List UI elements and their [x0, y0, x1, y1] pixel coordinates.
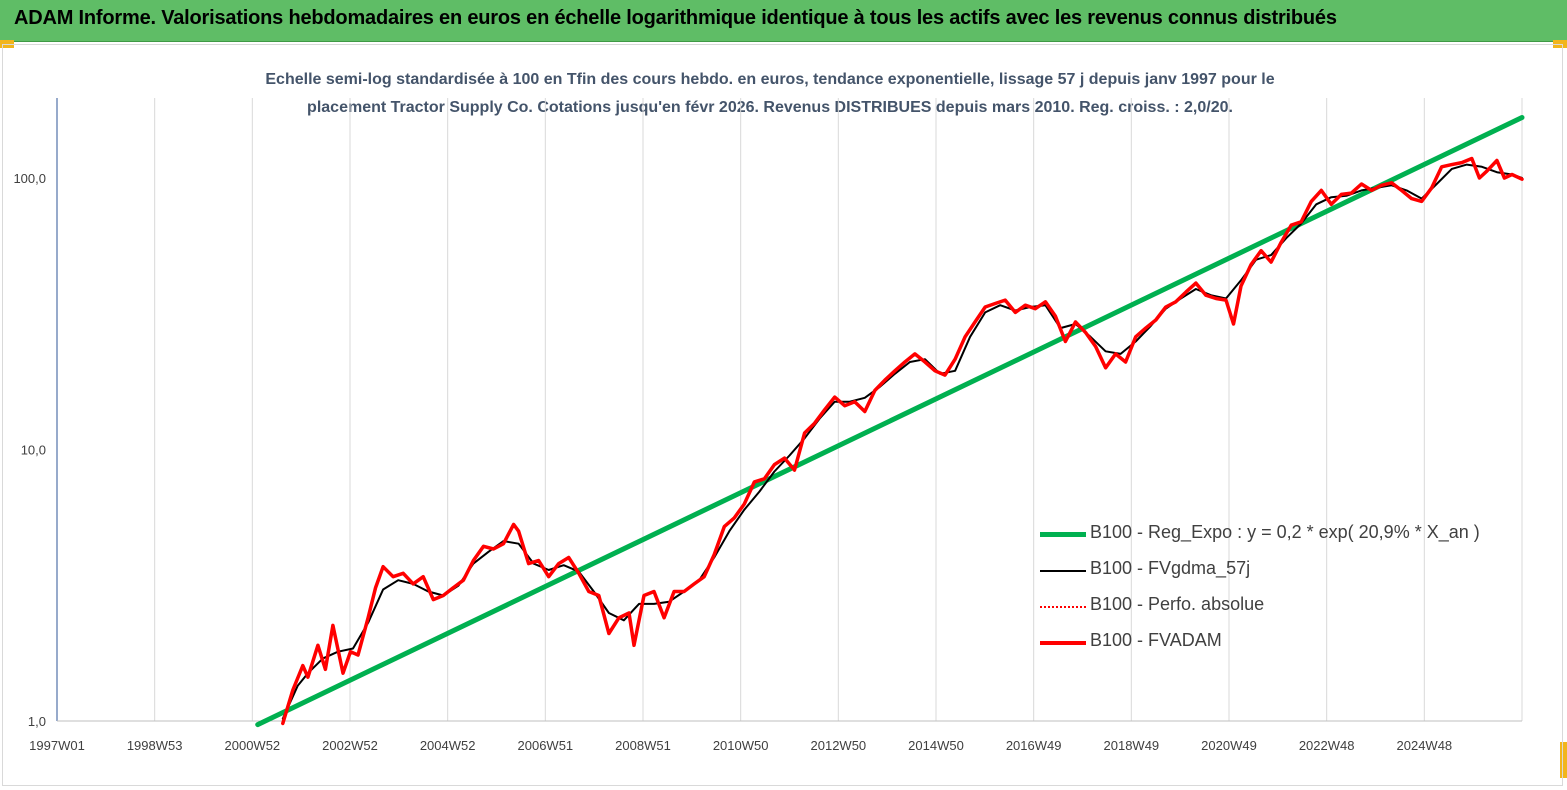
x-tick-label: 2004W52 [420, 738, 476, 753]
series-line-1 [281, 163, 1523, 720]
legend-swatch-red-dotted-line [1040, 606, 1086, 608]
chart-subtitle-line-2: placement Tractor Supply Co. Cotations j… [307, 99, 1233, 116]
legend-label-perfo-absolue: B100 - Perfo. absolue [1090, 594, 1265, 614]
chart-subtitle-line-1: Echelle semi-log standardisée à 100 en T… [265, 71, 1275, 88]
x-tick-label: 2006W51 [518, 738, 574, 753]
y-tick-label: 100,0 [13, 171, 46, 186]
x-tick-label: 2000W52 [225, 738, 281, 753]
report-title: ADAM Informe. Valorisations hebdomadaire… [14, 7, 1337, 29]
y-tick-label: 10,0 [21, 443, 46, 458]
x-tick-label: 2024W48 [1397, 738, 1453, 753]
legend-swatch-red-line [1040, 641, 1086, 645]
legend-label-fvgdma: B100 - FVgdma_57j [1090, 558, 1251, 578]
x-tick-label: 2012W50 [811, 738, 867, 753]
x-tick-label: 2018W49 [1104, 738, 1160, 753]
chart-frame [2, 44, 1563, 786]
y-tick-labels: 1,0 10,0 100,0 [13, 171, 46, 729]
x-tick-label: 2020W49 [1201, 738, 1257, 753]
x-tick-label: 1997W01 [29, 738, 85, 753]
vertical-gridlines [154, 98, 1523, 721]
series-line-0 [255, 115, 1525, 728]
x-tick-label: 1998W53 [127, 738, 183, 753]
corner-marker-bottom-right [1560, 742, 1567, 778]
legend-label-fvadam: B100 - FVADAM [1090, 630, 1222, 650]
x-tick-label: 2016W49 [1006, 738, 1062, 753]
series-line-3 [281, 156, 1524, 726]
x-tick-label: 2010W50 [713, 738, 769, 753]
chart-subtitle: Echelle semi-log standardisée à 100 en T… [120, 66, 1420, 122]
report-banner: ADAM Informe. Valorisations hebdomadaire… [0, 0, 1567, 42]
x-tick-labels: 1997W01 1998W53 2000W52 2002W52 2004W52 2006W… [29, 738, 1452, 753]
y-tick-label: 1,0 [28, 714, 46, 729]
x-tick-label: 2014W50 [908, 738, 964, 753]
x-tick-label: 2008W51 [615, 738, 671, 753]
x-tick-label: 2022W48 [1299, 738, 1355, 753]
legend-label-reg-expo: B100 - Reg_Expo : y = 0,2 * exp( 20,9% *… [1090, 522, 1480, 542]
legend-swatch-green-line [1040, 532, 1086, 537]
legend-swatch-black-line [1040, 570, 1086, 572]
x-tick-label: 2002W52 [322, 738, 378, 753]
